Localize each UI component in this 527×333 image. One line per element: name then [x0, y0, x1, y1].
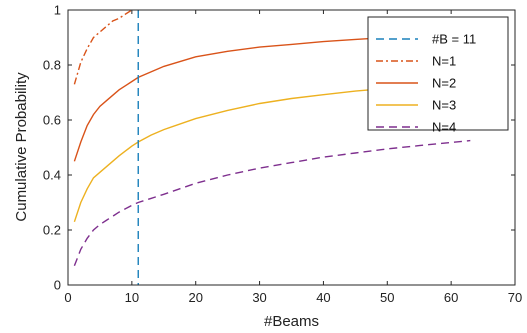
legend-label-5: N=4	[432, 120, 456, 135]
y-tick-label: 1	[54, 3, 61, 18]
legend-items: #B = 11 N=1 N=2 N=3 N=4	[376, 32, 476, 135]
legend-label-4: N=3	[432, 98, 456, 113]
y-tick-label: 0.4	[43, 168, 61, 183]
axis-ticks: 0 10 20 30 40 50 60 70 0 0.2 0.4 0.6 0.8 1	[43, 3, 522, 306]
y-tick-label: 0	[54, 278, 61, 293]
x-tick-label: 0	[64, 290, 71, 305]
x-tick-label: 10	[125, 290, 139, 305]
plot-frame	[67, 9, 516, 286]
x-tick-label: 70	[508, 290, 522, 305]
y-tick-label: 0.6	[43, 113, 61, 128]
legend-label-3: N=2	[432, 76, 456, 91]
series-line-4	[73, 139, 471, 267]
y-axis-title: Cumulative Probability	[13, 72, 30, 222]
x-tick-label: 50	[380, 290, 394, 305]
legend-label-2: N=1	[432, 54, 456, 69]
y-tick-label: 0.8	[43, 58, 61, 73]
legend-box	[367, 16, 509, 131]
x-tick-label: 20	[188, 290, 202, 305]
y-tick-label: 0.2	[43, 223, 61, 238]
series-line-1	[73, 9, 133, 85]
x-axis-title: #Beams	[264, 313, 319, 330]
x-tick-label: 40	[316, 290, 330, 305]
x-tick-label: 30	[252, 290, 266, 305]
x-tick-label: 60	[444, 290, 458, 305]
legend-label-1: #B = 11	[432, 32, 476, 47]
legend: #B = 11 N=1 N=2 N=3 N=4	[367, 16, 509, 135]
